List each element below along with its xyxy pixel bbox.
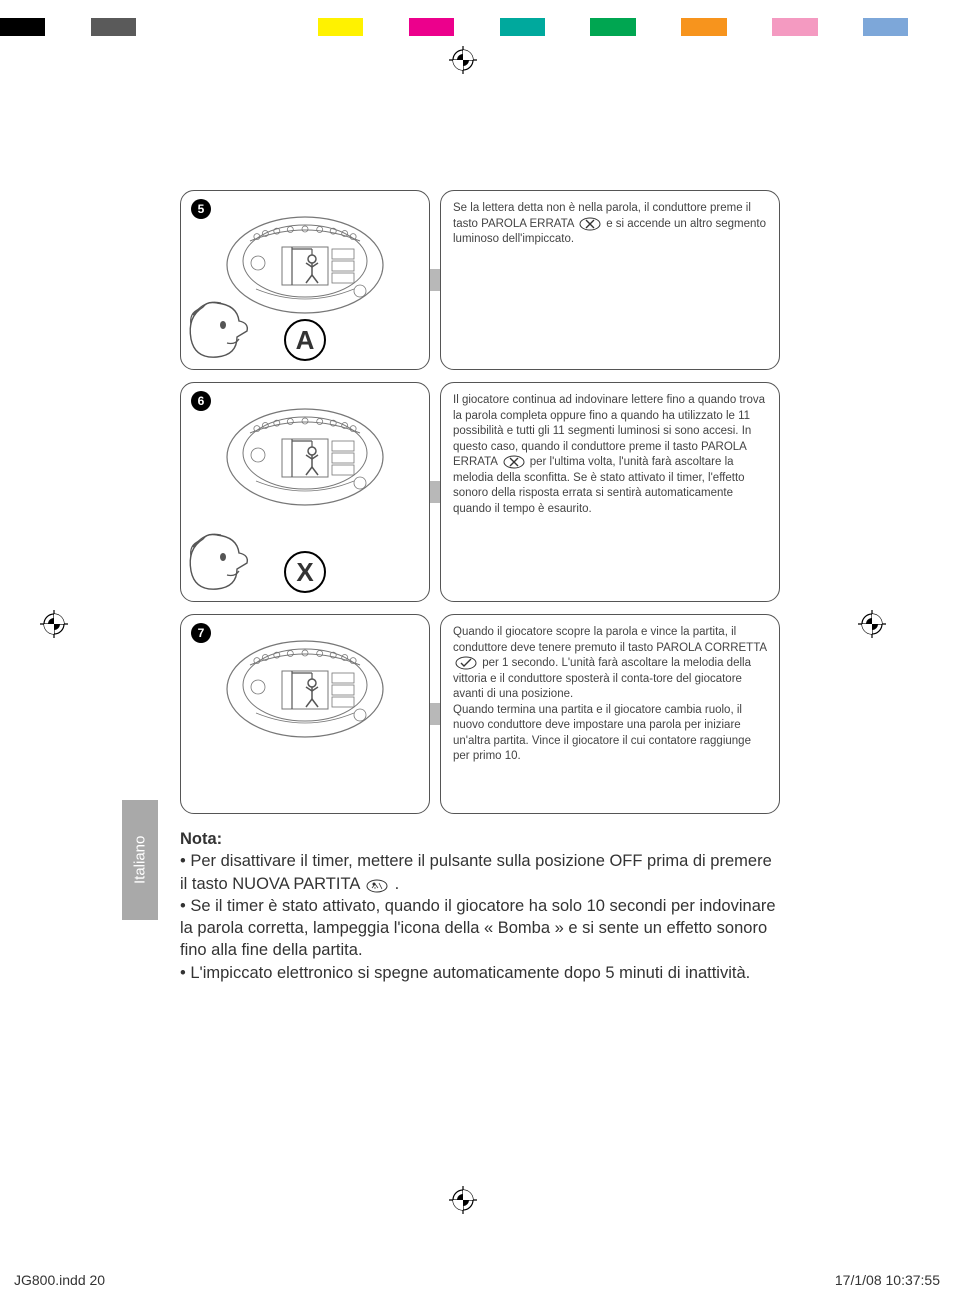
illustration-box: 5A: [180, 190, 430, 370]
nota-line2: • Se il timer è stato attivato, quando i…: [180, 895, 780, 962]
step-number-badge: 5: [191, 199, 211, 219]
illustration-box: 7: [180, 614, 430, 814]
box-connector: [430, 703, 440, 725]
instruction-text-pre: Quando il giocatore scopre la parola e v…: [453, 626, 766, 654]
face-illustration: [183, 295, 253, 365]
instruction-row: 6XIl giocatore continua ad indovinare le…: [180, 382, 780, 602]
device-illustration: [220, 629, 390, 749]
new-game-icon: [366, 877, 388, 891]
print-color-bar: [0, 18, 954, 36]
nota-section: Nota: • Per disattivare il timer, metter…: [180, 828, 780, 984]
instruction-text-box: Quando il giocatore scopre la parola e v…: [440, 614, 780, 814]
print-footer: JG800.indd 20 17/1/08 10:37:55: [14, 1272, 940, 1288]
nota-heading: Nota:: [180, 830, 222, 848]
illustration-box: 6X: [180, 382, 430, 602]
letter-button: X: [284, 551, 326, 593]
instruction-row: 7 Quando il giocatore scopre la parola e …: [180, 614, 780, 814]
box-connector: [430, 481, 440, 503]
nota-line3: • L'impiccato elettronico si spegne auto…: [180, 962, 780, 984]
box-connector: [430, 269, 440, 291]
face-illustration: [183, 527, 253, 597]
nota-line1-pre: • Per disattivare il timer, mettere il p…: [180, 852, 772, 892]
step-number-badge: 7: [191, 623, 211, 643]
footer-right: 17/1/08 10:37:55: [835, 1272, 940, 1288]
main-content: 5ASe la lettera detta non è nella parola…: [180, 190, 780, 984]
instruction-row: 5ASe la lettera detta non è nella parola…: [180, 190, 780, 370]
instruction-text-box: Se la lettera detta non è nella parola, …: [440, 190, 780, 370]
letter-button: A: [284, 319, 326, 361]
nota-line1-post: .: [395, 875, 400, 893]
correct-word-icon: [455, 656, 477, 670]
device-illustration: [220, 397, 390, 517]
wrong-word-icon: [503, 455, 525, 469]
language-tab: Italiano: [122, 800, 158, 920]
instruction-text-post: per 1 secondo. L'unità farà ascoltare la…: [453, 657, 751, 762]
step-number-badge: 6: [191, 391, 211, 411]
footer-left: JG800.indd 20: [14, 1272, 105, 1288]
wrong-word-icon: [579, 217, 601, 231]
instruction-text-box: Il giocatore continua ad indovinare lett…: [440, 382, 780, 602]
